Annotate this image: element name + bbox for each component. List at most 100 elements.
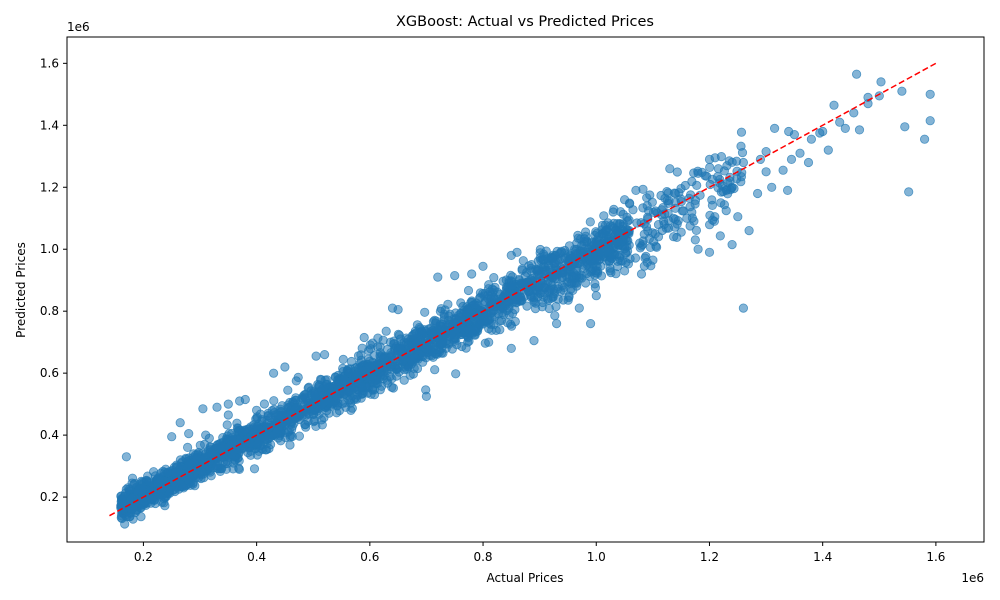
scatter-point xyxy=(622,242,632,252)
scatter-point xyxy=(531,286,542,296)
scatter-point xyxy=(420,307,430,317)
scatter-point xyxy=(451,369,461,379)
y-tick-label: 1.4 xyxy=(40,118,59,132)
scatter-point xyxy=(716,198,726,208)
scatter-point xyxy=(175,418,185,428)
scatter-point xyxy=(446,329,457,339)
x-axis-label: Actual Prices xyxy=(487,571,564,585)
scatter-point xyxy=(171,467,181,477)
scatter-point xyxy=(682,213,692,223)
scatter-point xyxy=(239,425,250,435)
scatter-points xyxy=(116,69,935,529)
scatter-point xyxy=(580,278,591,288)
scatter-point xyxy=(463,316,473,326)
scatter-point xyxy=(715,231,725,241)
scatter-point xyxy=(897,86,907,96)
y-tick-label: 1.0 xyxy=(40,242,59,256)
scatter-point xyxy=(427,351,437,361)
y-axis-offset-text: 1e6 xyxy=(67,20,90,34)
scatter-point xyxy=(670,214,680,224)
scatter-point xyxy=(145,486,155,496)
scatter-point xyxy=(252,413,262,423)
scatter-point xyxy=(636,269,647,279)
scatter-point xyxy=(592,239,602,249)
scatter-point xyxy=(402,364,412,374)
scatter-point xyxy=(729,183,739,194)
scatter-point xyxy=(439,309,449,319)
scatter-point xyxy=(925,116,935,126)
scatter-point xyxy=(482,316,492,327)
scatter-point xyxy=(393,304,403,315)
scatter-point xyxy=(631,185,641,195)
scatter-point xyxy=(280,432,291,443)
y-tick-label: 0.2 xyxy=(40,490,59,504)
scatter-point xyxy=(249,464,260,474)
scatter-point xyxy=(550,310,560,321)
scatter-point xyxy=(637,240,648,250)
scatter-point xyxy=(628,205,638,215)
scatter-point xyxy=(569,268,579,278)
scatter-point xyxy=(648,255,658,265)
scatter-point xyxy=(623,216,633,226)
identity-dashed-line xyxy=(109,62,937,517)
scatter-point xyxy=(789,130,800,140)
scatter-point xyxy=(124,484,134,494)
scatter-point xyxy=(365,340,375,350)
scatter-point xyxy=(536,255,546,265)
scatter-point xyxy=(356,355,366,365)
x-axis-ticks: 0.2 0.4 0.6 0.8 1.0 1.2 1.4 1.6 xyxy=(134,542,945,564)
scatter-point xyxy=(549,258,560,268)
scatter-point xyxy=(338,363,348,373)
scatter-point xyxy=(591,291,601,301)
scatter-point xyxy=(388,383,398,393)
scatter-point xyxy=(786,154,797,164)
scatter-point xyxy=(736,127,747,137)
scatter-point xyxy=(599,211,609,221)
scatter-point xyxy=(829,100,839,110)
x-tick-label: 0.6 xyxy=(360,550,379,564)
scatter-point xyxy=(291,376,301,386)
scatter-point xyxy=(184,459,194,469)
scatter-point xyxy=(778,165,788,175)
scatter-point xyxy=(285,440,295,450)
scatter-point xyxy=(353,390,363,400)
scatter-point xyxy=(310,389,320,399)
y-axis-label: Predicted Prices xyxy=(14,242,28,338)
scatter-point xyxy=(364,361,374,372)
scatter-point xyxy=(463,307,473,318)
scatter-point xyxy=(232,418,242,428)
scatter-point xyxy=(505,319,516,329)
scatter-point xyxy=(451,308,461,318)
scatter-point xyxy=(737,148,748,158)
scatter-point xyxy=(168,485,178,495)
scatter-point xyxy=(359,332,369,343)
scatter-point xyxy=(227,433,237,443)
scatter-point xyxy=(664,196,674,206)
scatter-point xyxy=(234,463,244,473)
scatter-point xyxy=(223,399,233,409)
scatter-point xyxy=(294,431,304,441)
scatter-point xyxy=(184,428,194,439)
scatter-point xyxy=(548,284,559,294)
y-tick-label: 0.4 xyxy=(40,428,59,442)
scatter-point xyxy=(495,325,505,335)
scatter-point xyxy=(396,355,406,365)
scatter-point xyxy=(116,513,126,523)
scatter-point xyxy=(467,269,477,279)
scatter-point xyxy=(473,300,483,310)
scatter-point xyxy=(399,375,409,385)
scatter-point xyxy=(322,379,332,389)
scatter-point xyxy=(300,393,311,404)
scatter-point xyxy=(925,89,935,99)
scatter-point xyxy=(183,442,193,452)
scatter-point xyxy=(803,157,814,168)
chart-title: XGBoost: Actual vs Predicted Prices xyxy=(396,14,654,30)
scatter-point xyxy=(724,156,734,166)
scatter-point xyxy=(719,166,730,176)
scatter-point xyxy=(485,287,495,297)
scatter-point xyxy=(592,255,602,266)
scatter-point xyxy=(854,125,865,135)
scatter-point xyxy=(252,450,262,460)
scatter-point xyxy=(430,365,440,375)
